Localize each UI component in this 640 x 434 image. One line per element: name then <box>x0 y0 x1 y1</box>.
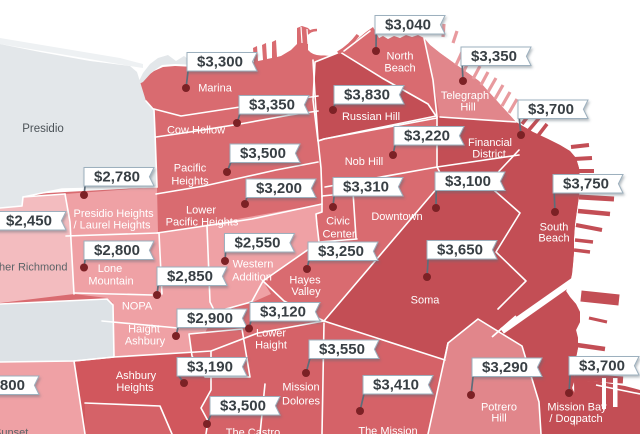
svg-text:Haight: Haight <box>128 324 160 336</box>
svg-text:/ Laurel Heights: / Laurel Heights <box>74 220 152 232</box>
svg-text:$3,290: $3,290 <box>482 359 528 376</box>
svg-text:District: District <box>472 149 506 161</box>
svg-text:Potrero: Potrero <box>481 402 517 414</box>
svg-text:Soma: Soma <box>411 295 441 307</box>
svg-text:Lower: Lower <box>256 328 286 340</box>
svg-text:Cow Hollow: Cow Hollow <box>167 125 225 137</box>
svg-text:$3,100: $3,100 <box>445 173 491 190</box>
svg-text:Sunset: Sunset <box>0 427 28 434</box>
svg-text:Pacific Heights: Pacific Heights <box>166 217 239 229</box>
svg-text:Presidio Heights: Presidio Heights <box>74 208 155 220</box>
svg-text:Ashbury: Ashbury <box>125 336 166 348</box>
svg-text:The Mission: The Mission <box>358 426 417 434</box>
svg-text:$2,900: $2,900 <box>187 310 233 327</box>
svg-text:$3,310: $3,310 <box>343 179 389 196</box>
svg-text:South: South <box>540 222 569 234</box>
svg-text:Financial: Financial <box>468 137 512 149</box>
svg-text:Russian Hill: Russian Hill <box>342 111 400 123</box>
svg-text:$3,190: $3,190 <box>187 359 233 376</box>
svg-text:her Richmond: her Richmond <box>0 262 67 274</box>
svg-text:$3,650: $3,650 <box>437 242 483 259</box>
svg-text:Hill: Hill <box>491 413 506 425</box>
svg-text:The Castro: The Castro <box>226 427 280 434</box>
svg-text:$3,220: $3,220 <box>404 128 450 145</box>
svg-text:Mission: Mission <box>282 382 319 394</box>
svg-text:$3,700: $3,700 <box>528 101 574 118</box>
svg-text:Beach: Beach <box>538 233 569 245</box>
svg-text:Mountain: Mountain <box>88 276 133 288</box>
svg-text:$3,410: $3,410 <box>373 377 419 394</box>
svg-text:Civic: Civic <box>326 216 350 228</box>
svg-text:$3,250: $3,250 <box>318 243 364 260</box>
svg-text:/ Dogpatch: / Dogpatch <box>549 413 602 425</box>
svg-text:$2,850: $2,850 <box>167 268 213 285</box>
svg-text:Center: Center <box>322 229 355 241</box>
svg-text:Mission Bay: Mission Bay <box>547 402 607 414</box>
svg-text:$3,350: $3,350 <box>249 97 295 114</box>
svg-text:$2,780: $2,780 <box>94 169 140 186</box>
svg-text:Pacific: Pacific <box>174 163 207 175</box>
svg-text:$2,800: $2,800 <box>94 242 140 259</box>
svg-text:Lone: Lone <box>98 263 122 275</box>
svg-text:$2,800: $2,800 <box>0 377 25 394</box>
svg-text:$3,500: $3,500 <box>220 398 266 415</box>
svg-text:$3,350: $3,350 <box>471 48 517 65</box>
svg-text:$3,120: $3,120 <box>260 304 306 321</box>
svg-text:Addition: Addition <box>232 272 272 284</box>
svg-text:$2,550: $2,550 <box>235 235 281 252</box>
svg-text:Hill: Hill <box>460 102 475 114</box>
svg-text:Telegraph: Telegraph <box>441 90 489 102</box>
svg-text:Heights: Heights <box>171 176 209 188</box>
svg-text:$3,300: $3,300 <box>197 54 243 71</box>
svg-text:Nob Hill: Nob Hill <box>345 156 384 168</box>
svg-text:NOPA: NOPA <box>122 301 153 313</box>
svg-text:Valley: Valley <box>291 286 321 298</box>
svg-text:Marina: Marina <box>198 83 233 95</box>
svg-text:Presidio: Presidio <box>22 123 64 135</box>
svg-text:Heights: Heights <box>116 382 154 394</box>
svg-text:$3,700: $3,700 <box>579 358 625 375</box>
svg-text:Haight: Haight <box>255 340 287 352</box>
svg-text:$3,200: $3,200 <box>256 180 302 197</box>
svg-text:$3,040: $3,040 <box>385 17 431 34</box>
svg-text:$3,550: $3,550 <box>319 341 365 358</box>
svg-text:Beach: Beach <box>384 63 415 75</box>
svg-text:Lower: Lower <box>186 205 216 217</box>
svg-text:Western: Western <box>233 259 274 271</box>
svg-text:$3,750: $3,750 <box>563 176 609 193</box>
svg-text:Ashbury: Ashbury <box>116 370 157 382</box>
svg-text:Dolores: Dolores <box>282 396 320 408</box>
svg-text:Downtown: Downtown <box>371 211 422 223</box>
svg-text:$3,500: $3,500 <box>240 145 286 162</box>
svg-text:North: North <box>387 51 414 63</box>
svg-text:$2,450: $2,450 <box>6 213 52 230</box>
svg-text:Hayes: Hayes <box>289 275 321 287</box>
svg-text:$3,830: $3,830 <box>344 87 390 104</box>
